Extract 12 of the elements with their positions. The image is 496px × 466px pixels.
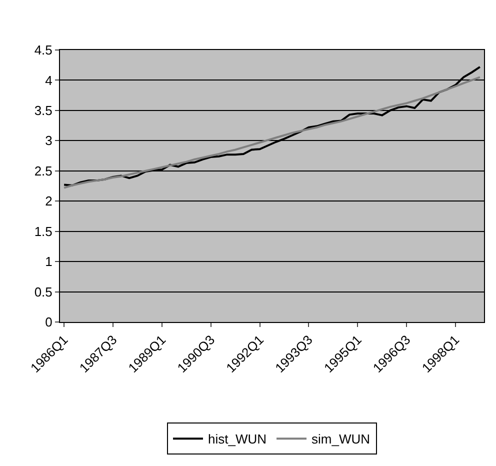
legend-label: hist_WUN [208, 432, 267, 447]
y-tick-label: 2.5 [34, 163, 52, 178]
y-tick-label: 0 [45, 314, 52, 330]
y-tick-label: 1 [45, 254, 52, 270]
y-tick-label: 2 [45, 194, 52, 209]
y-tick-label: 3.5 [34, 102, 52, 118]
legend-label: sim_WUN [312, 432, 370, 447]
y-tick-label: 4.5 [34, 42, 52, 58]
y-tick-label: 1.5 [34, 224, 52, 239]
y-tick-label: 3 [45, 133, 52, 148]
y-tick-label: 0.5 [34, 284, 52, 300]
y-tick-label: 4 [45, 72, 52, 88]
